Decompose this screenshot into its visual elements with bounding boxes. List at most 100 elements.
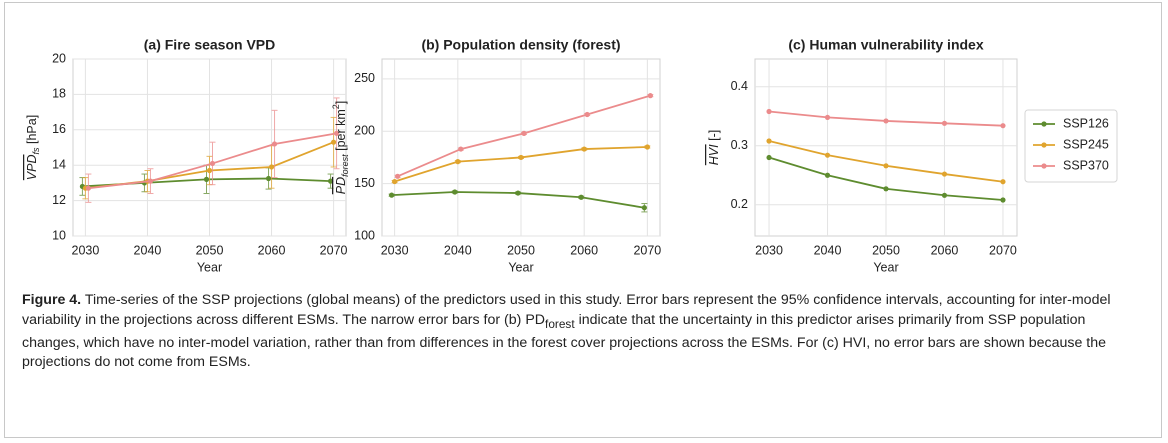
- x-tick-label: 2050: [507, 243, 535, 257]
- x-tick-label: 2050: [196, 243, 224, 257]
- series-point: [883, 118, 889, 124]
- x-tick-label: 2070: [989, 243, 1017, 257]
- series-point: [327, 178, 334, 184]
- y-axis-label-sup: 2: [331, 104, 341, 109]
- y-axis-label-main: HVI: [707, 144, 721, 165]
- figure: 10 12 14 16 18 20 2030 2040 2050 2060 2070 (a) Fire…: [25, 37, 1118, 274]
- y-axis-label-main: PD: [334, 177, 348, 194]
- series-point: [147, 178, 154, 184]
- series-point: [1000, 197, 1006, 203]
- x-tick-label: 2060: [570, 243, 598, 257]
- legend-box: [1024, 109, 1118, 183]
- legend-label: SSP370: [1063, 158, 1109, 172]
- series-point: [766, 108, 772, 115]
- y-tick-label: 100: [354, 228, 375, 242]
- y-tick-label: 0.3: [731, 138, 748, 152]
- y-axis-label-sub: forest: [340, 154, 350, 177]
- legend-label: SSP126: [1063, 116, 1109, 130]
- y-tick-label: 200: [354, 124, 375, 138]
- series-point: [521, 130, 527, 136]
- series-point: [581, 146, 587, 152]
- series-point: [883, 186, 889, 192]
- series-point: [209, 160, 216, 167]
- caption-text: Time-series of the SSP projections (glob…: [22, 292, 1111, 328]
- y-axis-label-unit: [hPa]: [25, 115, 39, 148]
- y-axis-label-unit: [per km: [334, 109, 348, 154]
- series-point: [455, 159, 461, 165]
- x-axis-label: Year: [873, 260, 898, 274]
- series-point: [268, 164, 275, 170]
- x-tick-label: 2060: [258, 243, 286, 257]
- x-tick-label: 2040: [444, 243, 472, 257]
- x-tick-label: 2070: [320, 243, 348, 257]
- series-point: [644, 144, 650, 150]
- series-point: [641, 205, 647, 211]
- series-point: [271, 141, 278, 147]
- series-point: [766, 154, 772, 161]
- series-point: [941, 192, 948, 198]
- x-tick-label: 2050: [872, 243, 900, 257]
- chart-title: (c) Human vulnerability index: [788, 37, 983, 53]
- x-tick-label: 2040: [814, 243, 842, 257]
- series-point: [824, 172, 831, 178]
- chart-title: (b) Population density (forest): [421, 37, 620, 53]
- legend-marker: [1041, 121, 1047, 127]
- series-point: [392, 178, 398, 185]
- series-point: [203, 176, 210, 182]
- caption-label: Figure 4.: [22, 292, 82, 308]
- series-point: [941, 120, 948, 126]
- series-point: [458, 146, 464, 152]
- series-point: [883, 163, 889, 169]
- series-point: [206, 167, 213, 174]
- series-point: [85, 185, 92, 191]
- x-axis-label: Year: [197, 260, 222, 274]
- y-tick-label: 20: [52, 51, 66, 65]
- y-axis-label-sub: fs: [31, 147, 41, 155]
- series-point: [515, 190, 521, 196]
- x-axis-label: Year: [508, 260, 533, 274]
- series-point: [941, 171, 948, 177]
- x-tick-label: 2030: [755, 243, 783, 257]
- legend-label: SSP245: [1063, 137, 1109, 151]
- figure-frame: [4, 2, 1162, 438]
- y-tick-label: 18: [52, 87, 66, 101]
- y-tick-label: 16: [52, 122, 66, 136]
- series-point: [578, 194, 584, 200]
- series-point: [824, 114, 831, 121]
- caption-text: indicate that the uncertainty in this pr…: [22, 311, 1107, 371]
- y-axis-label-end: ]: [334, 101, 348, 104]
- series-point: [330, 139, 337, 145]
- y-tick-label: 250: [354, 71, 375, 85]
- y-tick-label: 150: [354, 176, 375, 190]
- series-point: [333, 130, 340, 136]
- series-point: [824, 152, 831, 158]
- y-tick-label: 14: [52, 157, 66, 171]
- series-point: [584, 111, 590, 118]
- y-tick-label: 12: [52, 193, 66, 207]
- series-point: [766, 138, 772, 144]
- y-axis-label-unit: [-]: [707, 130, 721, 145]
- y-tick-label: 0.4: [731, 79, 748, 93]
- x-tick-label: 2070: [633, 243, 661, 257]
- caption: Figure 4. Time-series of the SSP project…: [22, 291, 1142, 373]
- caption-sub: forest: [545, 316, 575, 331]
- series-point: [1000, 123, 1006, 129]
- y-axis-label-main: VPD: [25, 154, 39, 180]
- series-point: [265, 175, 272, 182]
- series-point: [518, 154, 524, 161]
- series-point: [395, 173, 401, 179]
- series-point: [1000, 179, 1006, 185]
- series-point: [452, 189, 458, 195]
- y-tick-label: 10: [52, 228, 66, 242]
- y-axis-label: VPDfs [hPa]: [25, 115, 41, 180]
- chart-title: (a) Fire season VPD: [144, 37, 276, 53]
- series-point: [647, 93, 653, 99]
- x-tick-label: 2030: [72, 243, 100, 257]
- x-tick-label: 2060: [931, 243, 959, 257]
- legend-marker: [1041, 142, 1047, 148]
- x-tick-label: 2030: [381, 243, 409, 257]
- legend-marker: [1041, 163, 1047, 169]
- y-axis-label: PDforest [per km2]: [331, 101, 350, 195]
- y-axis-label: HVI [-]: [707, 130, 721, 165]
